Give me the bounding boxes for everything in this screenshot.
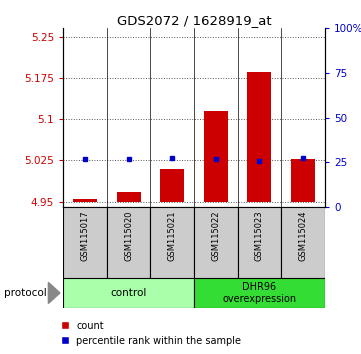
Text: protocol: protocol [4,288,46,298]
Text: DHR96
overexpression: DHR96 overexpression [222,282,296,304]
Bar [291,159,315,201]
Legend: count, percentile rank within the sample: count, percentile rank within the sample [61,321,242,346]
Text: control: control [110,288,147,298]
Bar [63,207,107,278]
Bar [107,207,151,278]
Bar [204,111,228,201]
Bar [248,72,271,201]
Bar [151,207,194,278]
Bar [281,207,325,278]
Text: GSM115017: GSM115017 [81,211,90,261]
Bar [117,192,140,201]
Bar [238,207,281,278]
Text: GSM115022: GSM115022 [211,211,220,261]
Text: GSM115020: GSM115020 [124,211,133,261]
Bar [63,278,194,308]
Polygon shape [48,282,60,303]
Bar [73,199,97,201]
Text: GSM115023: GSM115023 [255,211,264,261]
Title: GDS2072 / 1628919_at: GDS2072 / 1628919_at [117,14,271,27]
Bar [194,278,325,308]
Bar [160,169,184,201]
Text: GSM115024: GSM115024 [299,211,308,261]
Bar [194,207,238,278]
Text: GSM115021: GSM115021 [168,211,177,261]
